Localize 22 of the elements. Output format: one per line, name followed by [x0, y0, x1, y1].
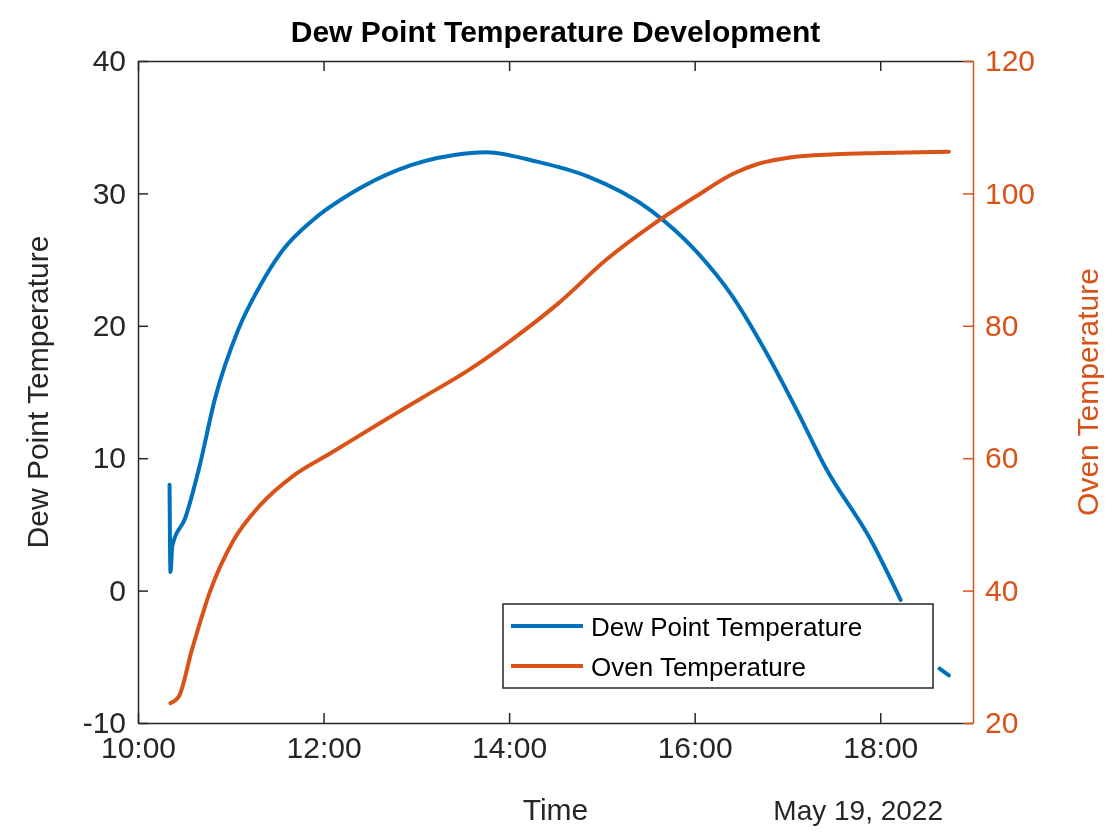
y2-tick-label: 60 [985, 441, 1019, 475]
x-tick-label: 18:00 [843, 731, 919, 765]
y-tick-label: 10 [92, 441, 126, 475]
y-tick-label: 40 [92, 44, 126, 78]
x-tick-label: 14:00 [472, 731, 548, 765]
y2-tick-label: 20 [985, 706, 1019, 740]
y-tick-label: 30 [92, 176, 126, 210]
text: May 19, 2022 [773, 795, 943, 826]
chart-title: Dew Point Temperature Development [290, 15, 821, 48]
legend-label: Oven Temperature [591, 652, 806, 682]
legend-label: Dew Point Temperature [591, 612, 863, 642]
y2-tick-label: 100 [985, 176, 1036, 210]
y2-tick-label: 80 [985, 308, 1019, 342]
y2-axis-title: Oven Temperature [1071, 268, 1104, 516]
y-axis-title: Dew Point Temperature [21, 235, 54, 549]
y-tick-label: 20 [92, 308, 126, 342]
y2-tick-label: 120 [985, 44, 1036, 78]
y2-tick-label: 40 [985, 573, 1019, 607]
x-tick-label: 12:00 [286, 731, 362, 765]
x-tick-label: 16:00 [657, 731, 733, 765]
y-tick-label: 0 [109, 573, 126, 607]
x-axis-title: Time [522, 793, 589, 826]
